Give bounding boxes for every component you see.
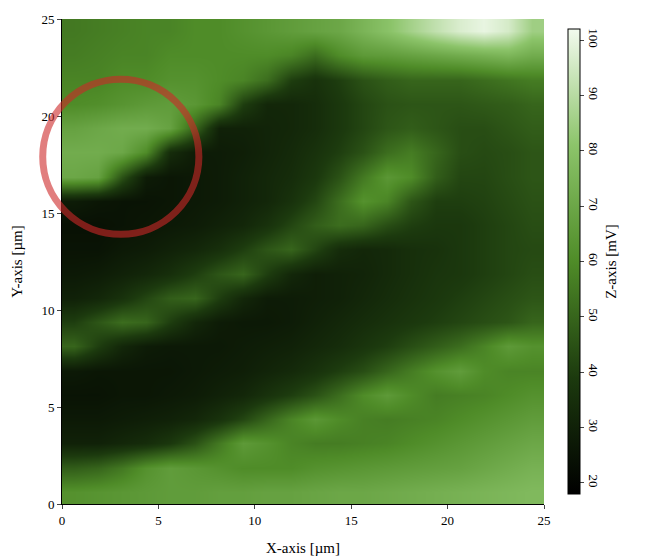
svg-text:25: 25 [538,513,551,528]
svg-text:20: 20 [41,109,54,124]
svg-text:70: 70 [586,198,601,211]
svg-text:10: 10 [41,303,54,318]
svg-text:50: 50 [586,308,601,321]
svg-text:15: 15 [345,513,358,528]
svg-text:5: 5 [155,513,162,528]
svg-text:0: 0 [48,497,55,512]
svg-text:Y-axis [µm]: Y-axis [µm] [9,225,25,297]
svg-text:100: 100 [586,28,601,48]
svg-text:20: 20 [586,474,601,487]
svg-text:5: 5 [48,400,55,415]
svg-text:0: 0 [59,513,66,528]
svg-text:Z-axis [mV]: Z-axis [mV] [603,224,619,299]
svg-text:80: 80 [586,142,601,155]
svg-text:15: 15 [41,206,54,221]
svg-text:20: 20 [441,513,454,528]
svg-text:25: 25 [41,12,54,27]
svg-text:10: 10 [248,513,261,528]
svg-text:X-axis [µm]: X-axis [µm] [266,540,340,556]
svg-text:60: 60 [586,253,601,266]
svg-text:30: 30 [586,419,601,432]
svg-text:90: 90 [586,87,601,100]
svg-text:40: 40 [586,364,601,377]
